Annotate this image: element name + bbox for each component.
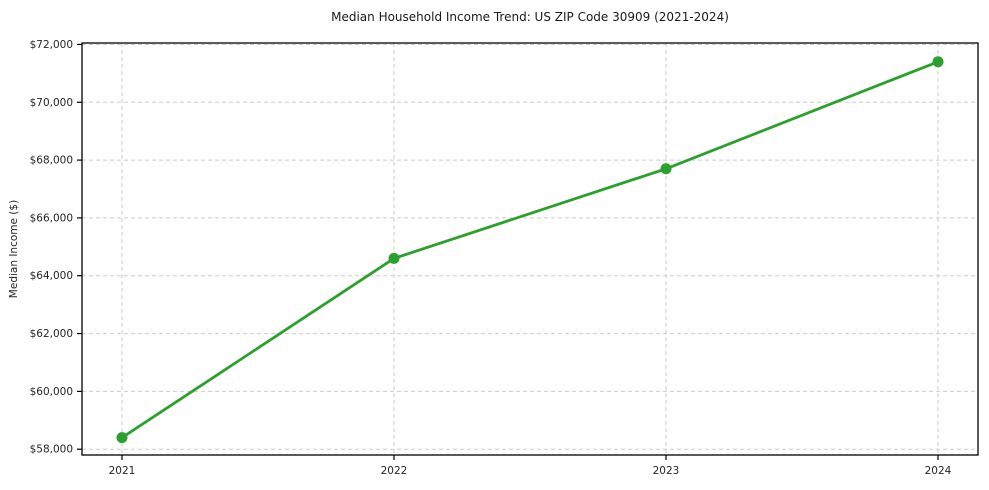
x-tick-label: 2023 — [653, 465, 680, 477]
data-point-2022 — [388, 252, 400, 264]
data-point-2023 — [660, 163, 672, 175]
plot-frame — [81, 42, 979, 456]
y-tick-label: $62,000 — [30, 328, 73, 340]
x-tick-label: 2021 — [109, 465, 136, 477]
x-tick-label: 2022 — [381, 465, 408, 477]
y-tick-label: $70,000 — [30, 97, 73, 109]
y-tick-label: $60,000 — [30, 386, 73, 398]
x-tick-label: 2024 — [925, 465, 952, 477]
y-tick-label: $58,000 — [30, 444, 73, 456]
y-tick-label: $64,000 — [30, 270, 73, 282]
y-tick-label: $72,000 — [30, 39, 73, 51]
y-axis-label: Median Income ($) — [8, 199, 20, 299]
trend-line — [120, 60, 940, 440]
y-tick-label: $68,000 — [30, 155, 73, 167]
data-point-2021 — [116, 432, 128, 444]
data-point-2024 — [932, 56, 944, 68]
y-tick-label: $66,000 — [30, 212, 73, 224]
chart-title: Median Household Income Trend: US ZIP Co… — [331, 10, 729, 24]
